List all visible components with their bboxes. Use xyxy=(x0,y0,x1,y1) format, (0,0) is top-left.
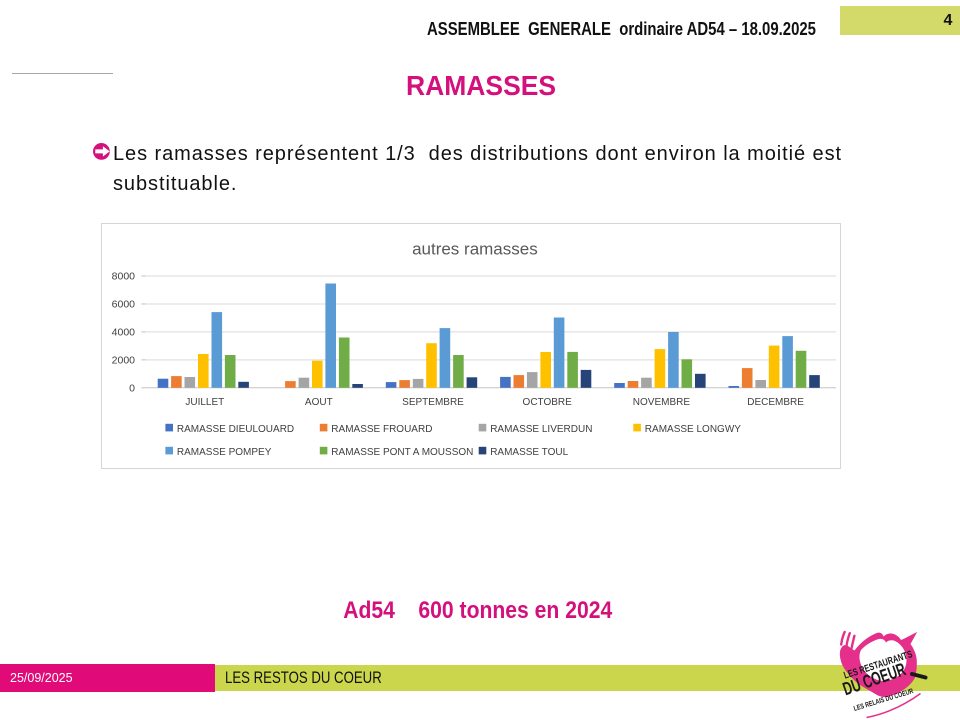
svg-text:RAMASSE LIVERDUN: RAMASSE LIVERDUN xyxy=(490,424,592,435)
svg-text:RAMASSE FROUARD: RAMASSE FROUARD xyxy=(331,424,432,435)
svg-text:RAMASSE TOUL: RAMASSE TOUL xyxy=(490,447,568,458)
svg-text:JUILLET: JUILLET xyxy=(185,397,224,408)
svg-text:RAMASSE DIEULOUARD: RAMASSE DIEULOUARD xyxy=(177,424,294,435)
svg-text:RAMASSE PONT A MOUSSON: RAMASSE PONT A MOUSSON xyxy=(331,447,473,458)
svg-text:4000: 4000 xyxy=(112,327,136,339)
svg-text:DECEMBRE: DECEMBRE xyxy=(747,397,804,408)
svg-text:autres ramasses: autres ramasses xyxy=(412,240,538,259)
svg-text:AOUT: AOUT xyxy=(305,397,333,408)
svg-text:SEPTEMBRE: SEPTEMBRE xyxy=(402,397,464,408)
svg-text:2000: 2000 xyxy=(112,355,136,367)
svg-text:RAMASSE LONGWY: RAMASSE LONGWY xyxy=(645,424,741,435)
svg-text:8000: 8000 xyxy=(112,271,136,283)
svg-text:RAMASSE POMPEY: RAMASSE POMPEY xyxy=(177,447,272,458)
svg-text:0: 0 xyxy=(129,383,135,395)
svg-text:6000: 6000 xyxy=(112,299,136,311)
svg-text:OCTOBRE: OCTOBRE xyxy=(523,397,573,408)
svg-text:NOVEMBRE: NOVEMBRE xyxy=(633,397,691,408)
